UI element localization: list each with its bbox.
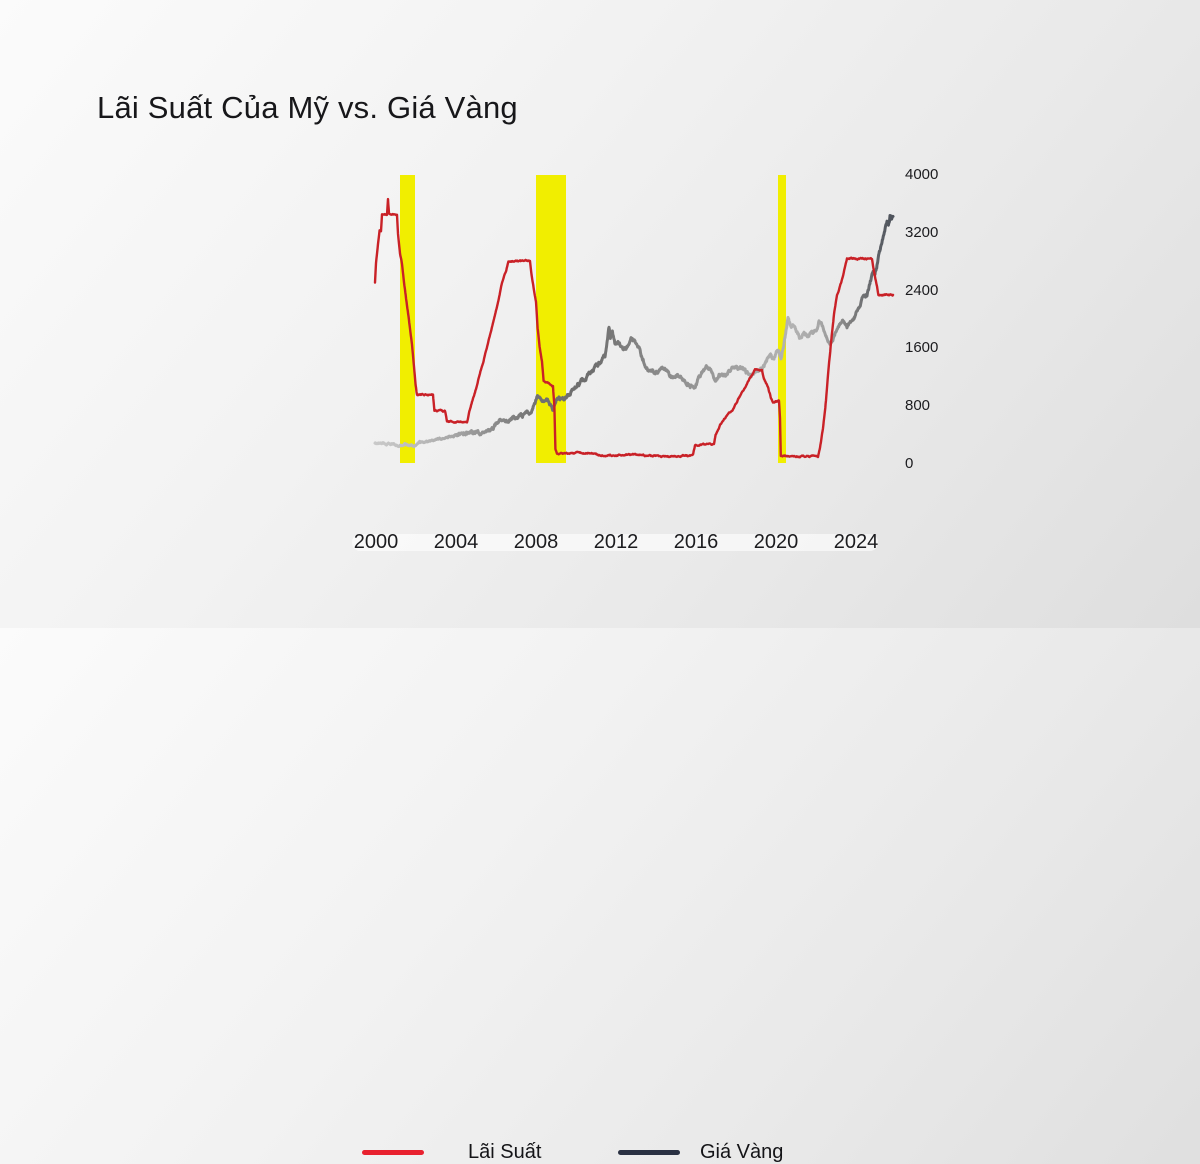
chart-plot-area <box>373 175 895 463</box>
y-tick-label: 2400 <box>905 281 939 299</box>
recession-band <box>778 175 786 463</box>
interest-rate-line <box>373 197 895 459</box>
y-tick-label: 0 <box>905 454 914 472</box>
x-tick-label: 2016 <box>673 531 719 553</box>
recession-band <box>400 175 415 463</box>
x-tick-label: 2020 <box>753 531 799 553</box>
gold-price-line <box>373 214 895 449</box>
legend-label-gold-price: Giá Vàng <box>700 1141 784 1163</box>
legend-label-interest-rate: Lãi Suất <box>468 1141 542 1163</box>
y-tick-label: 4000 <box>905 166 939 184</box>
interest-rate-line-swatch <box>362 1150 424 1155</box>
page-title: Lãi Suất Của Mỹ vs. Giá Vàng <box>97 90 518 125</box>
y-tick-label: 3200 <box>905 223 939 241</box>
y-tick-label: 800 <box>905 397 931 415</box>
y-tick-label: 1600 <box>905 339 939 357</box>
x-tick-label: 2024 <box>833 531 879 553</box>
x-tick-label: 2000 <box>353 531 399 553</box>
recession-band <box>536 175 566 463</box>
x-axis-strip <box>352 534 878 551</box>
gold-price-line-swatch <box>618 1150 680 1155</box>
x-tick-label: 2012 <box>593 531 639 553</box>
x-tick-label: 2004 <box>433 531 479 553</box>
x-tick-label: 2008 <box>513 531 559 553</box>
